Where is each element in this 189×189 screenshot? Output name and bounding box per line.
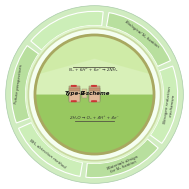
Circle shape <box>75 85 77 87</box>
Circle shape <box>92 100 94 102</box>
FancyBboxPatch shape <box>89 87 100 101</box>
Wedge shape <box>11 46 39 123</box>
Circle shape <box>26 26 163 163</box>
Text: N₂ + 6H⁺ + 6e⁻ → 2NH₃: N₂ + 6H⁺ + 6e⁻ → 2NH₃ <box>69 68 118 72</box>
Circle shape <box>6 6 183 183</box>
Circle shape <box>94 100 96 102</box>
Text: Nitrogen reduction
mechanism: Nitrogen reduction mechanism <box>163 86 177 124</box>
Circle shape <box>28 28 161 161</box>
Circle shape <box>35 35 154 154</box>
Circle shape <box>72 100 74 102</box>
Text: Z-scheme: Z-scheme <box>80 91 110 96</box>
Circle shape <box>72 85 74 87</box>
Circle shape <box>91 85 93 87</box>
FancyBboxPatch shape <box>82 89 87 98</box>
Circle shape <box>95 100 97 102</box>
Circle shape <box>94 85 96 87</box>
Polygon shape <box>35 94 154 154</box>
FancyBboxPatch shape <box>69 87 80 101</box>
Text: Materials design
for N₂ fixation: Materials design for N₂ fixation <box>106 155 140 175</box>
Circle shape <box>92 85 94 87</box>
Text: Future perspectives: Future perspectives <box>14 64 24 104</box>
Wedge shape <box>106 13 170 67</box>
FancyBboxPatch shape <box>89 88 100 99</box>
Circle shape <box>91 100 93 102</box>
Text: NH₃ detection method: NH₃ detection method <box>29 139 67 170</box>
Polygon shape <box>39 35 150 74</box>
Circle shape <box>71 100 73 102</box>
Polygon shape <box>35 35 154 94</box>
Circle shape <box>95 85 97 87</box>
Circle shape <box>75 100 77 102</box>
Wedge shape <box>19 122 83 176</box>
Wedge shape <box>86 139 158 178</box>
Text: Biological N₂ fixation: Biological N₂ fixation <box>124 20 159 49</box>
Circle shape <box>6 6 183 183</box>
FancyBboxPatch shape <box>69 88 80 99</box>
FancyBboxPatch shape <box>89 91 100 102</box>
Text: Type-II: Type-II <box>65 91 85 96</box>
Text: 2H₂O → O₂ + 4H⁺ + 4e⁻: 2H₂O → O₂ + 4H⁺ + 4e⁻ <box>70 116 119 120</box>
Wedge shape <box>31 11 103 50</box>
Wedge shape <box>150 66 178 143</box>
Circle shape <box>71 85 73 87</box>
Circle shape <box>73 100 76 102</box>
FancyBboxPatch shape <box>69 91 80 102</box>
Circle shape <box>73 85 76 87</box>
